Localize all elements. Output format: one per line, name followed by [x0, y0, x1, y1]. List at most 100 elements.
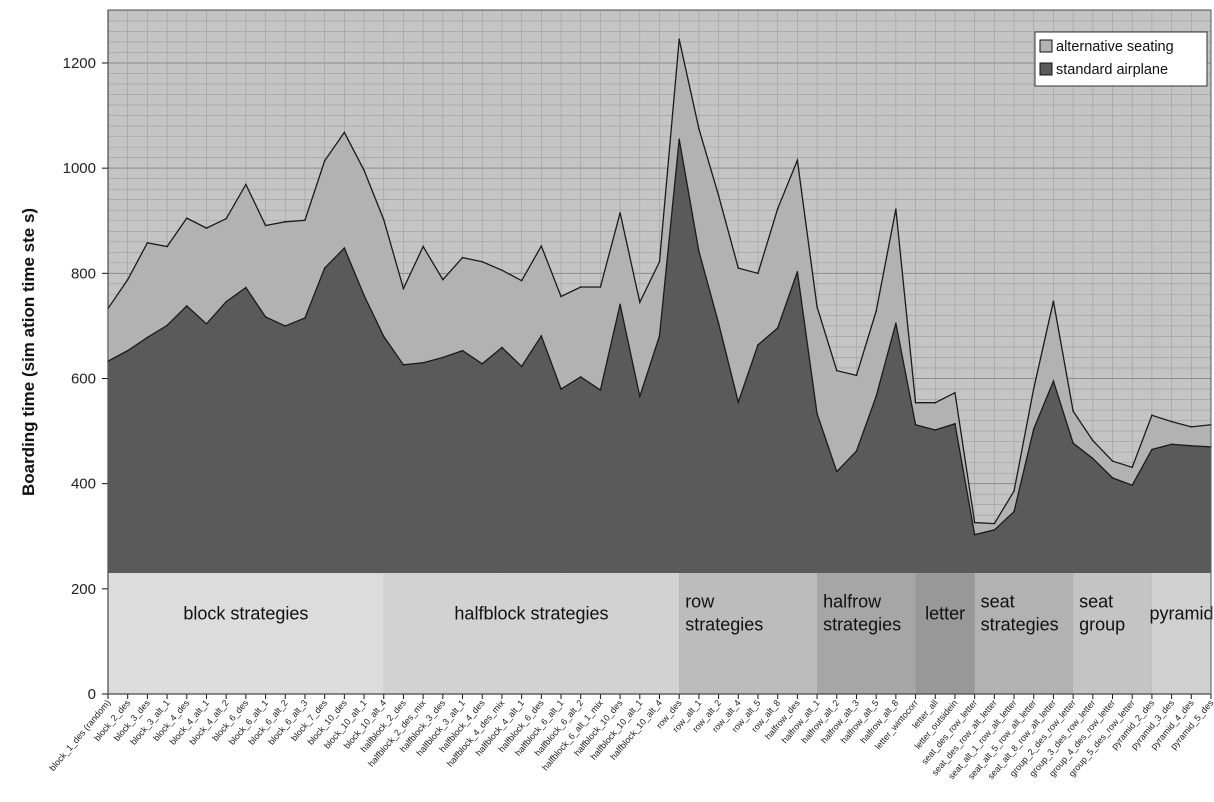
data-point: [816, 412, 818, 415]
data-point: [855, 450, 858, 452]
data-point: [993, 529, 996, 531]
data-point: [1170, 443, 1173, 446]
data-point: [461, 256, 464, 259]
data-point: [166, 245, 168, 248]
data-point: [855, 374, 858, 377]
group-band: [679, 573, 818, 694]
data-point: [560, 295, 562, 298]
data-point: [284, 325, 287, 327]
data-point: [442, 356, 444, 359]
data-point: [895, 208, 897, 210]
data-point: [579, 376, 582, 378]
data-point: [599, 286, 602, 288]
data-point: [442, 278, 444, 281]
data-point: [1032, 387, 1035, 390]
y-tick-label: 1000: [63, 160, 96, 177]
legend-swatch: [1039, 39, 1053, 53]
y-tick-label: 0: [88, 686, 96, 703]
data-point: [1072, 410, 1074, 412]
series-areas: [107, 38, 1212, 574]
legend-box: [1034, 31, 1208, 87]
x-axis: block_1_des (random)block_2_desblock_3_d…: [47, 693, 1214, 781]
data-point: [540, 335, 543, 337]
data-point: [540, 245, 543, 247]
data-point: [1032, 428, 1035, 430]
data-point: [658, 335, 661, 337]
data-point: [146, 336, 149, 339]
legend-swatch: [1039, 62, 1053, 76]
data-point: [166, 324, 168, 327]
data-point: [619, 212, 621, 214]
data-point: [1131, 484, 1134, 487]
data-point: [481, 362, 484, 365]
data-point: [185, 305, 188, 307]
data-point: [501, 346, 503, 349]
data-point: [1151, 448, 1153, 451]
data-point: [422, 361, 424, 364]
data-point: [264, 224, 267, 227]
data-point: [560, 388, 562, 390]
group-band: [817, 573, 916, 694]
data-point: [914, 423, 917, 426]
data-point: [599, 389, 602, 391]
data-point: [304, 317, 306, 319]
data-point: [579, 286, 582, 288]
data-point: [225, 217, 227, 220]
group-label: seat group: [1079, 592, 1125, 635]
data-point: [658, 260, 661, 263]
data-point: [1151, 414, 1153, 417]
group-band: [383, 573, 680, 694]
data-point: [717, 194, 720, 197]
data-point: [954, 391, 956, 394]
data-point: [678, 138, 680, 141]
data-point: [205, 227, 208, 229]
data-point: [1131, 466, 1134, 469]
data-point: [264, 316, 267, 318]
data-point: [126, 278, 129, 281]
y-axis: 0 200 400 600 800 1000 1200: [63, 10, 109, 703]
data-point: [875, 310, 877, 312]
data-point: [1170, 420, 1173, 423]
data-point: [757, 344, 759, 346]
data-point: [363, 294, 365, 297]
y-tick-label: 1200: [63, 55, 96, 72]
data-point: [205, 323, 208, 325]
data-point: [225, 300, 227, 303]
group-label: seat strategies: [981, 592, 1059, 635]
data-point: [639, 301, 641, 304]
data-point: [914, 401, 917, 404]
data-point: [757, 272, 759, 275]
data-point: [402, 364, 405, 366]
data-point: [323, 160, 326, 162]
data-point: [1111, 460, 1114, 462]
group-band: [915, 573, 975, 694]
data-point: [245, 286, 247, 289]
data-point: [1013, 510, 1015, 513]
data-point: [954, 422, 956, 425]
group-label: row strategies: [685, 592, 763, 635]
data-point: [934, 401, 937, 404]
group-labels: block strategies halfblock strategies row s…: [183, 592, 1213, 635]
group-label: halfrow strategies: [823, 592, 901, 635]
data-point: [461, 349, 464, 352]
data-point: [698, 250, 700, 253]
data-point: [973, 521, 976, 524]
data-point: [1190, 445, 1193, 447]
data-point: [816, 306, 818, 308]
data-point: [776, 327, 779, 329]
data-point: [1072, 442, 1074, 444]
group-label: block strategies: [183, 604, 308, 624]
group-label: halfblock strategies: [454, 604, 608, 624]
data-point: [501, 269, 503, 271]
data-point: [993, 522, 996, 525]
series-area-standard-airplane: [108, 139, 1211, 574]
data-point: [382, 218, 385, 221]
legend: alternative seating standard airplane: [1034, 31, 1208, 87]
data-point: [481, 260, 484, 263]
data-point: [422, 245, 424, 248]
data-point: [678, 38, 680, 41]
data-point: [835, 470, 838, 473]
data-point: [619, 303, 621, 306]
data-point: [717, 322, 720, 325]
